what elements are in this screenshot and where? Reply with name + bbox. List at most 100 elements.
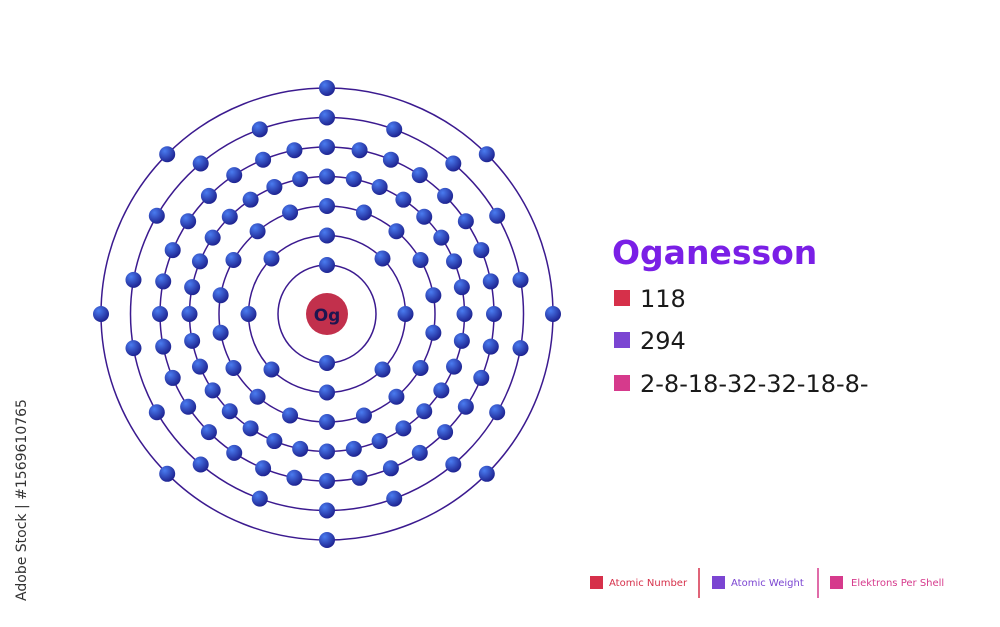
electron (457, 398, 474, 415)
electron (382, 460, 399, 477)
electron (204, 382, 221, 399)
electron (411, 444, 428, 461)
electron (319, 355, 335, 371)
electron (512, 340, 529, 357)
swatch (614, 290, 630, 306)
electron (282, 407, 299, 424)
electron (319, 384, 335, 401)
swatch (614, 332, 630, 348)
electron (374, 250, 391, 267)
electron (473, 369, 490, 386)
electron (286, 142, 303, 159)
electron (225, 360, 242, 376)
electron (125, 340, 142, 357)
electron (319, 80, 335, 96)
electron (319, 443, 335, 460)
electron (184, 279, 201, 296)
electron (395, 420, 412, 437)
electron (412, 360, 429, 376)
electron (155, 273, 172, 290)
legend-swatch (712, 576, 725, 589)
electron (486, 306, 502, 322)
electron (191, 253, 208, 270)
electron (489, 404, 506, 421)
atomic-number: 118 (640, 285, 686, 313)
electron (489, 207, 506, 224)
electron (200, 187, 217, 204)
electron (255, 460, 272, 477)
electron (453, 332, 470, 349)
electron (416, 208, 433, 225)
swatch (614, 375, 630, 391)
electron (221, 208, 238, 225)
atom (93, 80, 561, 548)
electron (204, 229, 221, 246)
electron (386, 490, 403, 507)
electron (388, 223, 405, 240)
atomic-weight: 294 (640, 327, 686, 355)
electron (242, 191, 259, 208)
electron (251, 121, 268, 138)
electron (181, 306, 198, 322)
electron (251, 490, 268, 507)
electron (192, 155, 209, 172)
electron (445, 155, 462, 172)
electron (200, 424, 217, 441)
electron (388, 388, 405, 405)
electron (371, 178, 388, 195)
electron (355, 204, 372, 221)
electron (453, 279, 470, 296)
electron (395, 191, 412, 208)
electron (263, 250, 280, 267)
electron (437, 424, 454, 441)
electron (282, 204, 299, 221)
electron (221, 403, 238, 420)
electron (191, 358, 208, 375)
electron (93, 306, 109, 322)
electron (482, 338, 499, 355)
electron (478, 465, 495, 482)
electron (457, 213, 474, 230)
electron (512, 271, 529, 288)
electron (152, 306, 168, 322)
electron (242, 420, 259, 437)
electron (164, 369, 181, 386)
electron (445, 456, 462, 473)
electron (425, 287, 442, 304)
electron (226, 444, 243, 461)
electron (425, 324, 442, 341)
legend-label: Atomic Number (609, 578, 688, 589)
electron (433, 229, 450, 246)
electron (225, 252, 242, 268)
electron (319, 473, 335, 489)
electron (319, 502, 335, 519)
element-name: Oganesson (612, 233, 817, 272)
electron (345, 171, 362, 188)
electron (148, 207, 165, 224)
electron (159, 146, 176, 163)
electron (345, 440, 362, 457)
legend-label: Atomic Weight (731, 578, 804, 589)
electron (212, 324, 229, 341)
electron (397, 306, 414, 322)
nucleus (306, 293, 348, 335)
electron (374, 361, 391, 378)
electron (412, 252, 429, 268)
electron (184, 332, 201, 349)
electron (226, 167, 243, 184)
electron (319, 227, 335, 244)
electron (180, 398, 197, 415)
electron (249, 223, 266, 240)
electron (473, 242, 490, 259)
electron (319, 168, 335, 185)
electron (159, 465, 176, 482)
electron (292, 171, 309, 188)
electron (286, 469, 303, 486)
electron (212, 287, 229, 304)
electron (411, 167, 428, 184)
element-symbol: Og (314, 306, 341, 326)
electron (192, 456, 209, 473)
electron (351, 142, 368, 159)
electron (266, 178, 283, 195)
